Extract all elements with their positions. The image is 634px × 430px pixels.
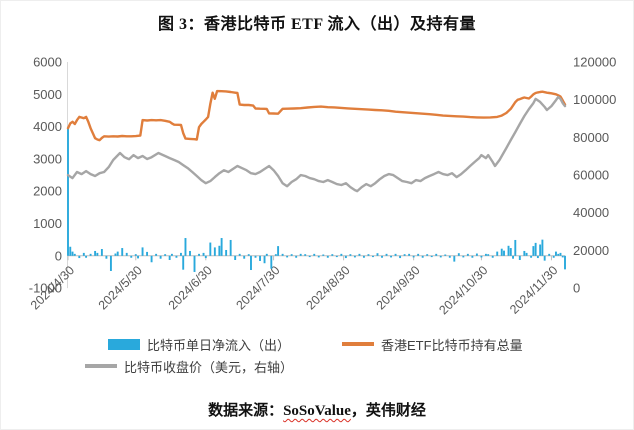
- svg-text:1000: 1000: [33, 216, 62, 231]
- chart-title: 图 3：香港比特币 ETF 流入（出）及持有量: [157, 16, 477, 33]
- combo-chart: 6000 5000 4000 3000 2000 1000 0 -1000 120000 1000…: [28, 55, 616, 318]
- svg-text:0: 0: [55, 248, 62, 263]
- svg-text:2024/5/30: 2024/5/30: [96, 263, 145, 312]
- legend-item-price: 比特币收盘价（美元，右轴）: [85, 357, 293, 376]
- right-axis-labels: 120000 100000 80000 60000 40000 20000 0: [573, 55, 616, 296]
- source-name: SoSoValue: [283, 403, 351, 419]
- svg-text:2024/6/30: 2024/6/30: [166, 263, 215, 312]
- svg-text:2024/8/30: 2024/8/30: [304, 263, 353, 312]
- svg-text:4000: 4000: [33, 119, 62, 134]
- legend-label-price: 比特币收盘价（美元，右轴）: [124, 359, 294, 375]
- legend-item-net-flow: 比特币单日净流入（出）: [108, 335, 290, 354]
- svg-text:0: 0: [573, 281, 580, 296]
- holdings-swatch-icon: [342, 342, 375, 346]
- svg-text:100000: 100000: [573, 92, 616, 107]
- legend-row-2: 比特币收盘价（美元，右轴）: [0, 356, 634, 376]
- legend-item-holdings: 香港ETF比特币持有总量: [342, 335, 523, 354]
- flow-bars: [67, 128, 566, 272]
- net-flow-swatch-icon: [108, 338, 140, 350]
- svg-text:2024/10/30: 2024/10/30: [436, 263, 490, 317]
- x-axis-labels: 2024/4/30 2024/5/30 2024/6/30 2024/7/30 2024…: [28, 263, 561, 317]
- svg-text:40000: 40000: [573, 205, 609, 220]
- left-axis-labels: 6000 5000 4000 3000 2000 1000 0 -1000: [29, 55, 62, 296]
- svg-text:20000: 20000: [573, 243, 609, 258]
- chart-legend: 比特币单日净流入（出） 香港ETF比特币持有总量 比特币收盘价（美元，右轴）: [0, 334, 634, 376]
- legend-label-holdings: 香港ETF比特币持有总量: [381, 337, 523, 353]
- source-prefix: 数据来源：: [208, 403, 284, 419]
- legend-row-1: 比特币单日净流入（出） 香港ETF比特币持有总量: [0, 334, 634, 354]
- svg-text:3000: 3000: [33, 151, 62, 166]
- price-swatch-icon: [85, 364, 117, 368]
- svg-text:2000: 2000: [33, 184, 62, 199]
- source-suffix: ，英伟财经: [350, 403, 426, 419]
- svg-text:6000: 6000: [33, 55, 62, 70]
- data-source-note: 数据来源：SoSoValue，英伟财经: [0, 399, 634, 420]
- svg-text:120000: 120000: [573, 55, 616, 70]
- svg-text:2024/9/30: 2024/9/30: [374, 263, 423, 312]
- svg-text:-1000: -1000: [29, 281, 62, 296]
- price-line: [66, 95, 567, 193]
- legend-label-net-flow: 比特币单日净流入（出）: [147, 337, 291, 353]
- svg-text:60000: 60000: [573, 168, 609, 183]
- svg-text:80000: 80000: [573, 130, 609, 145]
- svg-text:2024/11/30: 2024/11/30: [507, 263, 561, 317]
- holdings-line: [66, 89, 567, 142]
- svg-text:2024/7/30: 2024/7/30: [233, 263, 282, 312]
- svg-text:5000: 5000: [33, 87, 62, 102]
